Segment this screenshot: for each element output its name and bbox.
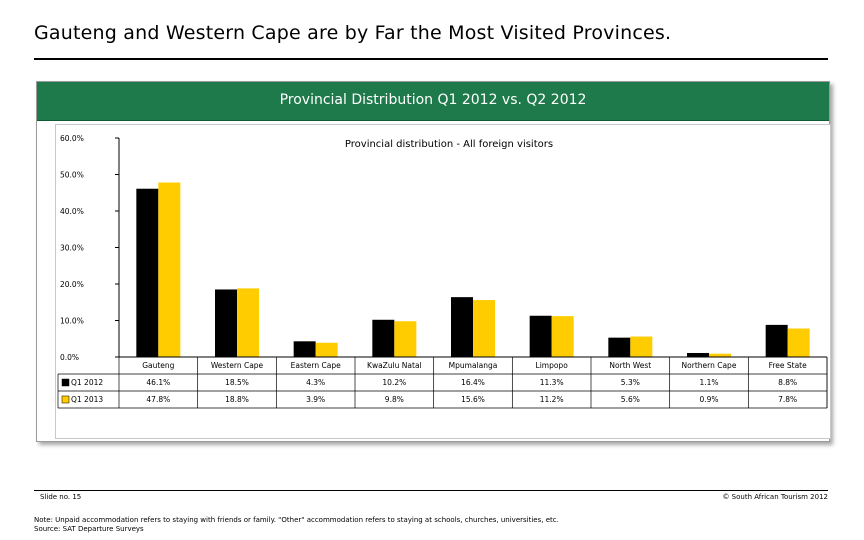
bar-q1-2013: [473, 300, 495, 357]
data-label: 0.9%: [699, 395, 718, 404]
chart-panel: Provincial Distribution Q1 2012 vs. Q2 2…: [36, 81, 830, 442]
data-label: 7.8%: [778, 395, 797, 404]
copyright: © South African Tourism 2012: [722, 493, 828, 501]
data-label: 1.1%: [699, 378, 718, 387]
y-tick-label: 40.0%: [60, 207, 84, 216]
bar-q1-2013: [158, 183, 180, 357]
category-label: Gauteng: [142, 361, 174, 370]
bar-q1-2012: [608, 338, 630, 357]
bar-q1-2013: [316, 343, 338, 357]
bar-q1-2013: [394, 321, 416, 357]
data-label: 3.9%: [306, 395, 325, 404]
data-label: 47.8%: [146, 395, 170, 404]
chart-title: Provincial distribution - All foreign vi…: [345, 139, 553, 150]
legend-label: Q1 2013: [71, 395, 103, 404]
data-label: 9.8%: [385, 395, 404, 404]
data-label: 11.3%: [540, 378, 564, 387]
bar-q1-2012: [372, 320, 394, 357]
y-tick-label: 30.0%: [60, 244, 84, 253]
bar-q1-2012: [215, 289, 237, 357]
footer-rule: [34, 490, 828, 491]
chart-frame: Provincial distribution - All foreign vi…: [55, 124, 831, 439]
data-label: 10.2%: [382, 378, 406, 387]
y-tick-label: 20.0%: [60, 280, 84, 289]
title-rule: [34, 58, 828, 60]
category-label: Northern Cape: [682, 361, 737, 370]
legend-label: Q1 2012: [71, 378, 103, 387]
page-title: Gauteng and Western Cape are by Far the …: [34, 22, 671, 44]
y-tick-label: 10.0%: [60, 317, 84, 326]
data-label: 11.2%: [540, 395, 564, 404]
category-label: Mpumalanga: [449, 361, 498, 370]
category-label: KwaZulu Natal: [367, 361, 422, 370]
bar-q1-2012: [766, 325, 788, 357]
slide-number: Slide no. 15: [40, 493, 81, 501]
data-label: 5.6%: [621, 395, 640, 404]
y-tick-label: 0.0%: [60, 353, 79, 362]
data-label: 18.8%: [225, 395, 249, 404]
bar-q1-2012: [687, 353, 709, 357]
bar-q1-2013: [788, 329, 810, 357]
bar-q1-2013: [552, 316, 574, 357]
data-label: 5.3%: [621, 378, 640, 387]
data-label: 16.4%: [461, 378, 485, 387]
category-label: Limpopo: [536, 361, 569, 370]
bar-q1-2012: [294, 341, 316, 357]
category-label: Western Cape: [211, 361, 264, 370]
y-tick-label: 50.0%: [60, 171, 84, 180]
legend-key: [62, 379, 69, 386]
data-label: 8.8%: [778, 378, 797, 387]
data-label: 46.1%: [146, 378, 170, 387]
y-tick-label: 60.0%: [60, 134, 84, 143]
bar-q1-2012: [136, 189, 158, 357]
bar-q1-2012: [530, 316, 552, 357]
source-line: Source: SAT Departure Surveys: [34, 525, 559, 534]
bar-q1-2013: [237, 288, 259, 357]
bar-chart: Provincial distribution - All foreign vi…: [56, 125, 830, 438]
footnote: Note: Unpaid accommodation refers to sta…: [34, 516, 559, 534]
data-label: 4.3%: [306, 378, 325, 387]
category-label: North West: [609, 361, 651, 370]
panel-title: Provincial Distribution Q1 2012 vs. Q2 2…: [37, 92, 829, 108]
category-label: Eastern Cape: [291, 361, 341, 370]
category-label: Free State: [769, 361, 808, 370]
data-label: 15.6%: [461, 395, 485, 404]
bar-q1-2012: [451, 297, 473, 357]
data-label: 18.5%: [225, 378, 249, 387]
bar-q1-2013: [630, 337, 652, 357]
note-line: Note: Unpaid accommodation refers to sta…: [34, 516, 559, 525]
panel-header: Provincial Distribution Q1 2012 vs. Q2 2…: [37, 82, 829, 121]
legend-key: [62, 396, 69, 403]
